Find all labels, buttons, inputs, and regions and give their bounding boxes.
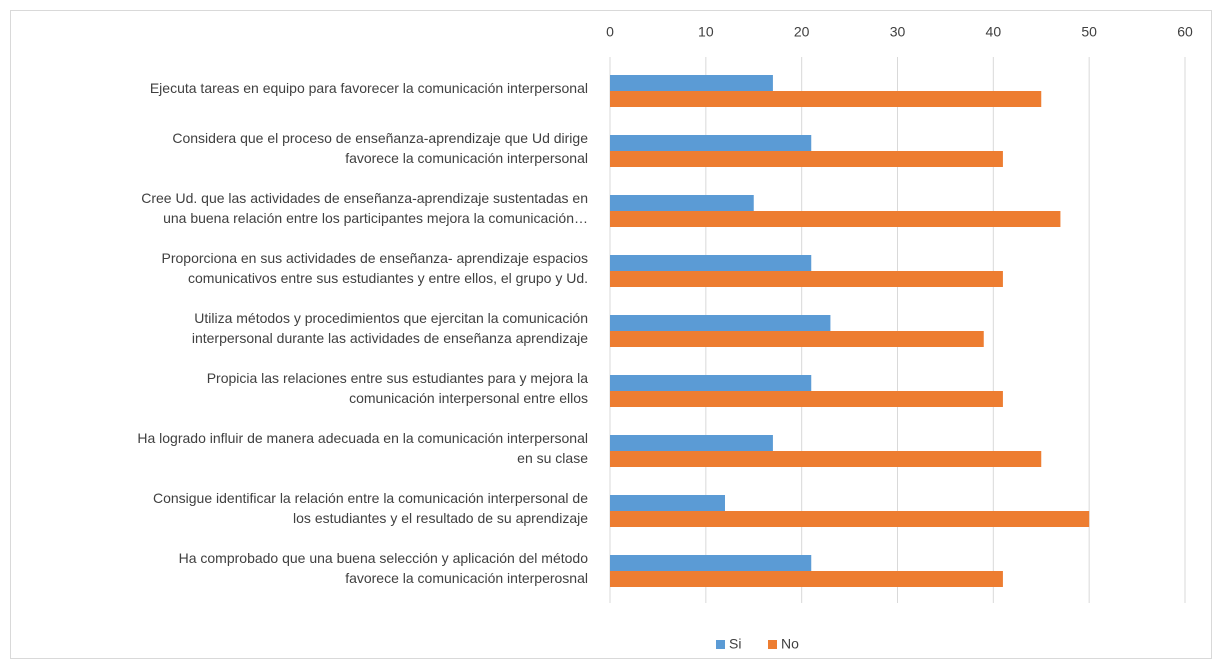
bar [610, 511, 1090, 527]
legend-label: Si [729, 636, 741, 652]
y-tick-label: Ha comprobado que una buena selección y … [179, 550, 589, 586]
x-tick-label: 20 [794, 24, 810, 40]
bar [610, 91, 1042, 107]
x-tick-label: 50 [1081, 24, 1097, 40]
label-line: Ha comprobado que una buena selección y … [179, 550, 589, 566]
label-line: comunicación interpersonal entre ellos [349, 390, 588, 406]
label-line: Ejecuta tareas en equipo para favorecer … [150, 80, 588, 96]
x-tick-label: 0 [606, 24, 614, 40]
y-tick-label: Consigue identificar la relación entre l… [153, 490, 588, 526]
label-line: Cree Ud. que las actividades de enseñanz… [141, 190, 588, 206]
label-line: interpersonal durante las actividades de… [192, 330, 588, 346]
label-line: Utiliza métodos y procedimientos que eje… [194, 310, 588, 326]
label-line: Consigue identificar la relación entre l… [153, 490, 588, 506]
bar [610, 315, 831, 331]
label-line: favorece la comunicación interperosnal [345, 570, 588, 586]
bar [610, 271, 1003, 287]
label-line: Ha logrado influir de manera adecuada en… [137, 430, 588, 446]
y-tick-label: Cree Ud. que las actividades de enseñanz… [141, 190, 588, 226]
bar [610, 255, 812, 271]
bar [610, 195, 754, 211]
x-tick-label: 30 [890, 24, 906, 40]
legend-label: No [781, 636, 799, 652]
bar [610, 331, 984, 347]
x-tick-label: 40 [986, 24, 1002, 40]
x-tick-label: 10 [698, 24, 714, 40]
bar [610, 495, 725, 511]
bar [610, 135, 812, 151]
y-tick-label: Utiliza métodos y procedimientos que eje… [192, 310, 588, 346]
bar [610, 571, 1003, 587]
label-line: en su clase [517, 450, 588, 466]
bar [610, 375, 812, 391]
legend-swatch [716, 640, 725, 649]
bar [610, 151, 1003, 167]
bar [610, 435, 773, 451]
x-tick-label: 60 [1177, 24, 1193, 40]
label-line: una buena relación entre los participant… [163, 210, 588, 226]
label-line: Considera que el proceso de enseñanza-ap… [172, 130, 588, 146]
bar [610, 75, 773, 91]
label-line: Propicia las relaciones entre sus estudi… [207, 370, 589, 386]
bar [610, 451, 1042, 467]
bar [610, 391, 1003, 407]
label-line: Proporciona en sus actividades de enseña… [162, 250, 589, 266]
legend-swatch [768, 640, 777, 649]
y-tick-label: Considera que el proceso de enseñanza-ap… [172, 130, 588, 166]
label-line: comunicativos entre sus estudiantes y en… [188, 270, 588, 286]
label-line: favorece la comunicación interpersonal [345, 150, 588, 166]
y-tick-label: Ha logrado influir de manera adecuada en… [137, 430, 588, 466]
y-tick-label: Ejecuta tareas en equipo para favorecer … [150, 80, 588, 96]
label-line: los estudiantes y el resultado de su apr… [293, 510, 588, 526]
bar [610, 555, 812, 571]
y-tick-label: Propicia las relaciones entre sus estudi… [207, 370, 589, 406]
bar [610, 211, 1061, 227]
y-tick-label: Proporciona en sus actividades de enseña… [162, 250, 589, 286]
